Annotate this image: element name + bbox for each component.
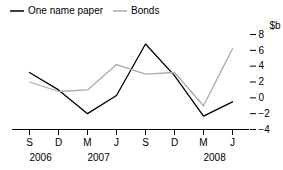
html-text:Bonds: Bonds (131, 5, 160, 16)
svg-text:6: 6 (259, 45, 265, 56)
svg-text:4: 4 (259, 60, 265, 71)
svg-text:$b: $b (269, 20, 281, 31)
html-text:One name paper: One name paper (28, 5, 104, 16)
svg-text:S: S (26, 137, 33, 148)
svg-text:J: J (114, 137, 119, 148)
svg-text:J: J (230, 137, 235, 148)
svg-text:M: M (199, 137, 207, 148)
svg-text:S: S (142, 137, 149, 148)
svg-text:D: D (171, 137, 178, 148)
svg-text:M: M (83, 137, 91, 148)
svg-text:D: D (55, 137, 62, 148)
svg-text:8: 8 (259, 29, 265, 40)
svg-text:2007: 2007 (88, 152, 111, 163)
svg-text:−2: −2 (259, 108, 271, 119)
svg-text:2006: 2006 (30, 152, 53, 163)
svg-text:2008: 2008 (204, 152, 227, 163)
svg-text:2: 2 (259, 76, 265, 87)
svg-text:0: 0 (259, 92, 265, 103)
svg-text:−4: −4 (259, 124, 271, 135)
